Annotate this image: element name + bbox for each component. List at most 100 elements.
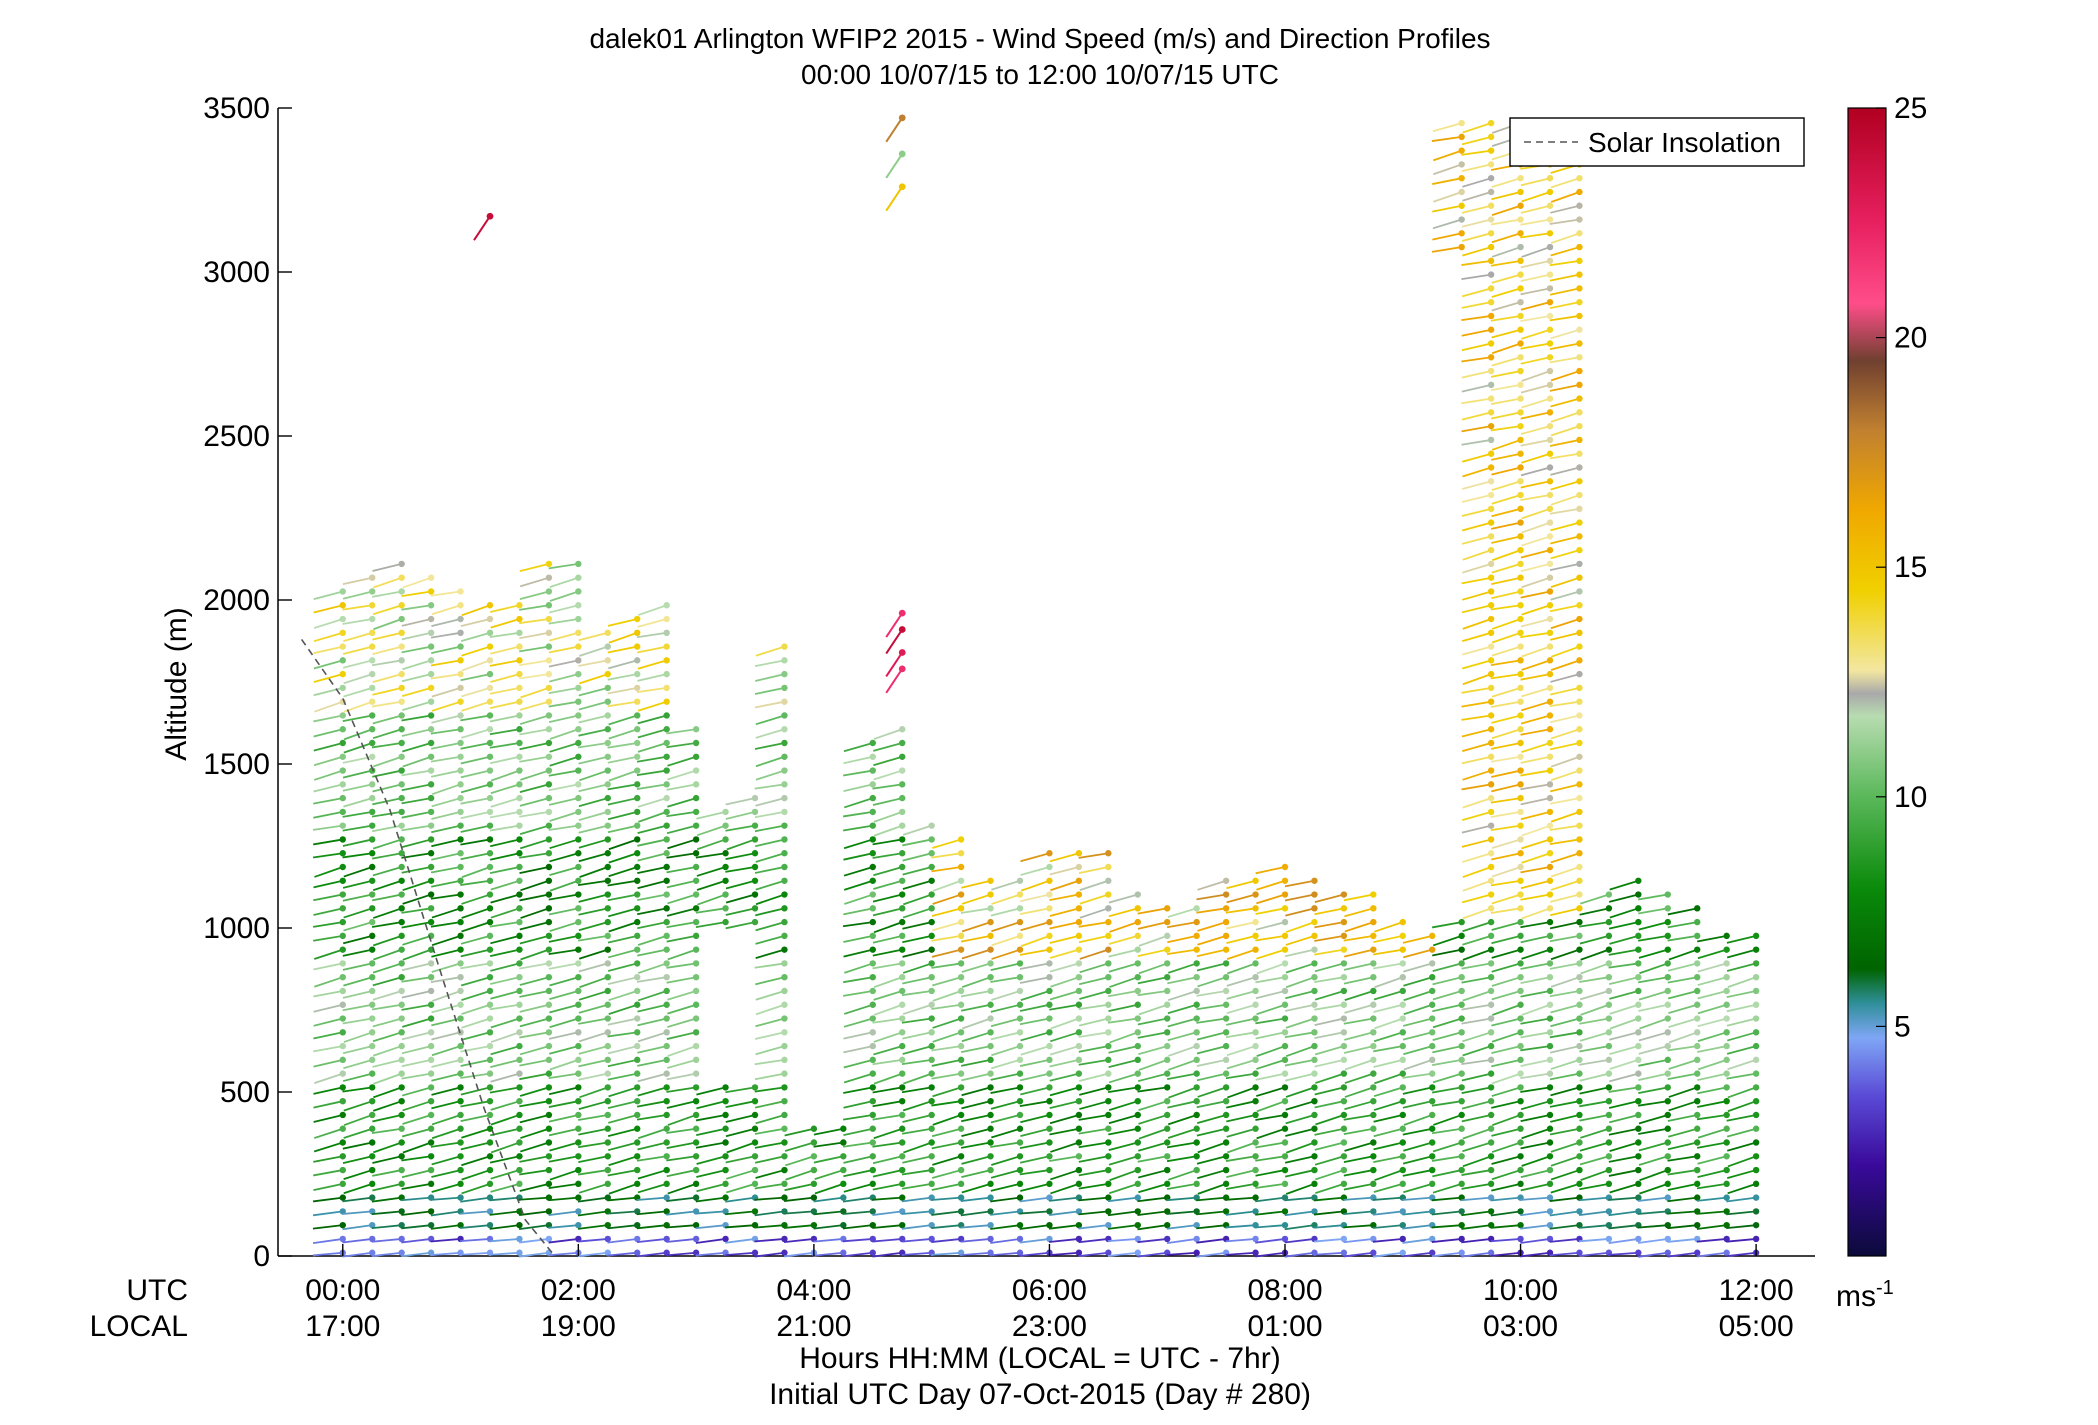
y-tick-label: 2500 [203, 420, 270, 453]
wind-barb-dot [1752, 1001, 1760, 1008]
wind-barb-dot [987, 932, 994, 940]
wind-barb [1166, 1238, 1197, 1244]
wind-barb [578, 659, 608, 667]
wind-barb-dot [1517, 312, 1524, 320]
wind-barb-dot [1252, 1084, 1259, 1091]
wind-barb-dot [1281, 1097, 1289, 1105]
wind-barb [1020, 1127, 1050, 1138]
wind-barb-dot [486, 794, 494, 802]
wind-barb [1550, 866, 1580, 878]
wind-barb [607, 1031, 638, 1038]
wind-barb-dot [1193, 1166, 1200, 1174]
wind-barb-dot [692, 960, 700, 967]
wind-barb [1343, 1238, 1374, 1244]
wind-barb [1462, 1045, 1492, 1057]
wind-barb-dot [427, 1042, 435, 1050]
wind-barb-dot [1723, 1111, 1730, 1119]
wind-barb-dot [1664, 1153, 1671, 1160]
wind-barb [1256, 1086, 1286, 1097]
wind-barb-dot [1252, 987, 1259, 995]
wind-barb-dot [545, 753, 553, 760]
wind-barb-dot [1046, 1042, 1053, 1050]
wind-barb-dot [1487, 436, 1495, 444]
wind-barb [754, 1127, 785, 1135]
wind-barb-dot [1694, 974, 1701, 981]
wind-barb-dot [369, 974, 376, 981]
wind-barb-dot [692, 739, 700, 747]
wind-barb [1137, 1031, 1168, 1039]
wind-barb-dot [604, 960, 611, 967]
wind-barb-dot [369, 863, 376, 871]
wind-barb [1432, 1182, 1462, 1194]
wind-barb-dot [1105, 891, 1112, 898]
wind-barb-dot [692, 1125, 700, 1132]
wind-barb [1520, 769, 1551, 777]
wind-barb [1491, 838, 1521, 850]
wind-barb-dot [1487, 850, 1495, 857]
wind-barb [1490, 604, 1521, 611]
wind-barb-dot [810, 1153, 818, 1160]
wind-barb-dot [1487, 808, 1495, 816]
wind-barb-dot [545, 960, 553, 967]
wind-barb-dot [663, 698, 670, 705]
wind-barb [373, 1086, 402, 1099]
wind-barb-dot [1105, 1029, 1112, 1036]
wind-barb-dot [1164, 946, 1171, 953]
wind-barb-dot [1281, 946, 1289, 953]
wind-barb-dot [1222, 974, 1230, 981]
wind-barb-dot [339, 753, 346, 760]
wind-barb-dot [427, 670, 435, 678]
wind-barb [1491, 714, 1521, 724]
wind-barb-dot [1694, 1180, 1701, 1188]
wind-barb-dot [369, 739, 376, 747]
wind-barb-dot [663, 822, 670, 829]
wind-barb [1343, 962, 1374, 971]
legend-box [1509, 117, 1805, 167]
wind-barb [666, 907, 697, 917]
wind-barb-dot [663, 629, 670, 636]
wind-barb [460, 687, 491, 698]
wind-barb-dot [1252, 946, 1259, 953]
wind-barb [371, 742, 402, 749]
wind-barb [636, 687, 667, 694]
wind-barb-dot [1016, 1180, 1024, 1188]
wind-barb [1461, 755, 1492, 765]
wind-barb [1196, 1100, 1227, 1109]
wind-barb [313, 728, 343, 738]
wind-barb-dot [1546, 670, 1554, 678]
wind-barb-dot [1134, 1125, 1141, 1132]
wind-barb-dot [1399, 918, 1406, 926]
wind-barb [548, 783, 579, 792]
wind-barb-dot [1164, 1235, 1171, 1243]
wind-barb-dot [1399, 1235, 1406, 1243]
wind-barb-dot [427, 1180, 435, 1188]
wind-barb-dot [1016, 1249, 1024, 1256]
wind-barb-dot [928, 1029, 935, 1036]
wind-barb [1490, 218, 1521, 226]
wind-barb [1343, 1155, 1374, 1163]
wind-barb [460, 1196, 491, 1203]
wind-barb [1461, 480, 1492, 490]
wind-barb [843, 1003, 874, 1015]
wind-barb [1608, 1155, 1639, 1163]
wind-barb [755, 935, 785, 945]
wind-barb-dot [369, 629, 376, 636]
wind-barb-dot [634, 753, 641, 760]
wind-barb-dot [1487, 863, 1495, 871]
wind-barb-dot [1340, 974, 1348, 981]
wind-barb [402, 1141, 432, 1154]
wind-barb [1608, 1224, 1639, 1230]
wind-barb [1196, 1169, 1227, 1180]
wind-barb [1372, 1210, 1403, 1216]
wind-barb-dot [1723, 1070, 1730, 1077]
wind-barb [1108, 1072, 1139, 1084]
wind-barb [842, 921, 873, 928]
wind-barb [1462, 769, 1492, 781]
wind-barb [1373, 1058, 1403, 1068]
wind-barb-dot [928, 850, 935, 857]
wind-barb-dot [339, 1180, 346, 1188]
wind-barb [1491, 439, 1521, 451]
wind-barb [1285, 1100, 1315, 1111]
wind-barb-dot [1311, 905, 1318, 912]
wind-barb-dot [1134, 905, 1141, 912]
